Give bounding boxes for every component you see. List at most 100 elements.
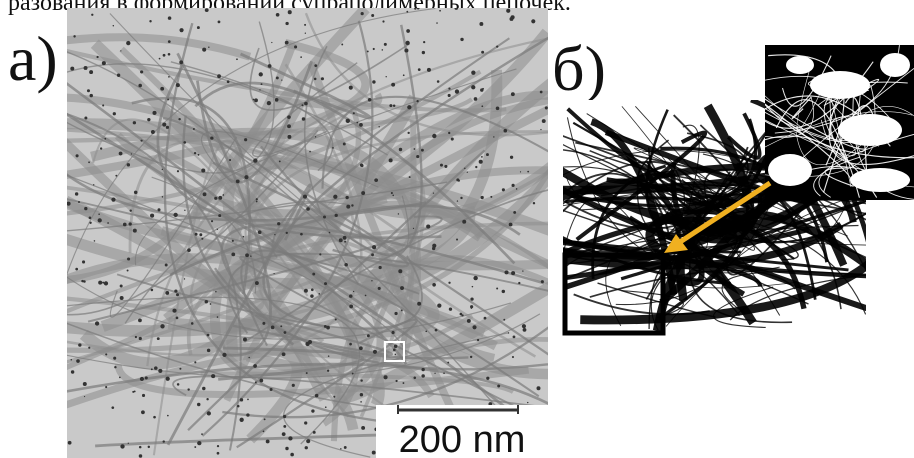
texture (496, 287, 498, 289)
texture (177, 383, 180, 386)
texture (114, 366, 116, 368)
texture (210, 303, 212, 305)
texture (435, 329, 438, 332)
texture (352, 373, 354, 375)
texture (344, 241, 346, 243)
texture (523, 328, 527, 332)
texture (470, 356, 472, 358)
texture (504, 270, 508, 274)
texture (440, 164, 443, 167)
texture (287, 124, 291, 128)
texture (349, 343, 352, 346)
texture (218, 214, 221, 217)
texture (332, 147, 334, 149)
texture (90, 94, 93, 97)
texture (467, 319, 471, 323)
texture (270, 388, 273, 391)
texture (513, 335, 516, 338)
texture (271, 42, 272, 43)
texture (367, 334, 370, 337)
texture (302, 117, 305, 120)
texture (449, 307, 452, 310)
texture (321, 77, 324, 80)
texture (259, 89, 260, 90)
texture (267, 101, 271, 105)
texture (237, 405, 240, 408)
texture (283, 425, 286, 428)
texture (437, 304, 441, 308)
texture (360, 164, 363, 167)
texture (333, 396, 335, 398)
texture (140, 377, 144, 381)
texture (174, 289, 177, 292)
texture (120, 50, 121, 51)
texture (395, 380, 397, 382)
texture (541, 280, 544, 283)
texture (89, 70, 93, 74)
texture (481, 156, 483, 158)
texture (135, 336, 137, 338)
texture (89, 222, 91, 224)
texture (456, 178, 459, 181)
texture (542, 119, 546, 123)
texture (152, 111, 156, 115)
texture (497, 385, 500, 388)
texture (314, 78, 317, 81)
texture (301, 104, 303, 106)
texture (306, 439, 310, 443)
texture (280, 325, 282, 327)
texture (84, 207, 87, 210)
texture (168, 16, 172, 20)
texture (187, 388, 189, 390)
texture (378, 126, 379, 127)
texture (207, 411, 211, 415)
texture (393, 104, 395, 106)
texture (423, 41, 425, 43)
texture (353, 112, 355, 114)
panel-label: а) (8, 23, 58, 94)
texture (247, 399, 249, 401)
texture (115, 175, 117, 177)
texture (198, 154, 200, 156)
texture (282, 432, 286, 436)
texture (516, 188, 518, 190)
texture (261, 83, 263, 85)
texture (371, 280, 372, 281)
texture (414, 148, 416, 150)
texture (203, 192, 207, 196)
texture (162, 169, 163, 170)
texture (83, 382, 87, 386)
texture (222, 194, 224, 196)
texture (522, 270, 523, 271)
texture (240, 418, 244, 422)
texture (506, 9, 510, 13)
texture (78, 201, 80, 203)
texture (451, 137, 454, 140)
texture (413, 377, 416, 380)
texture (255, 381, 257, 383)
texture (333, 195, 337, 199)
texture (158, 369, 162, 373)
texture (433, 192, 434, 193)
texture (162, 123, 166, 127)
texture (227, 80, 230, 83)
texture (139, 337, 142, 340)
texture (472, 286, 474, 288)
texture (139, 446, 142, 449)
texture (502, 188, 505, 191)
texture (471, 71, 475, 75)
texture (102, 61, 106, 65)
texture (389, 104, 392, 107)
texture (173, 213, 177, 217)
texture (360, 401, 362, 403)
texture (119, 377, 121, 379)
texture (329, 232, 331, 234)
texture (151, 289, 154, 292)
texture (401, 310, 403, 312)
texture (217, 74, 221, 78)
texture (481, 196, 484, 199)
texture (456, 239, 458, 241)
texture (193, 128, 195, 130)
texture (282, 352, 286, 356)
texture (96, 56, 98, 58)
